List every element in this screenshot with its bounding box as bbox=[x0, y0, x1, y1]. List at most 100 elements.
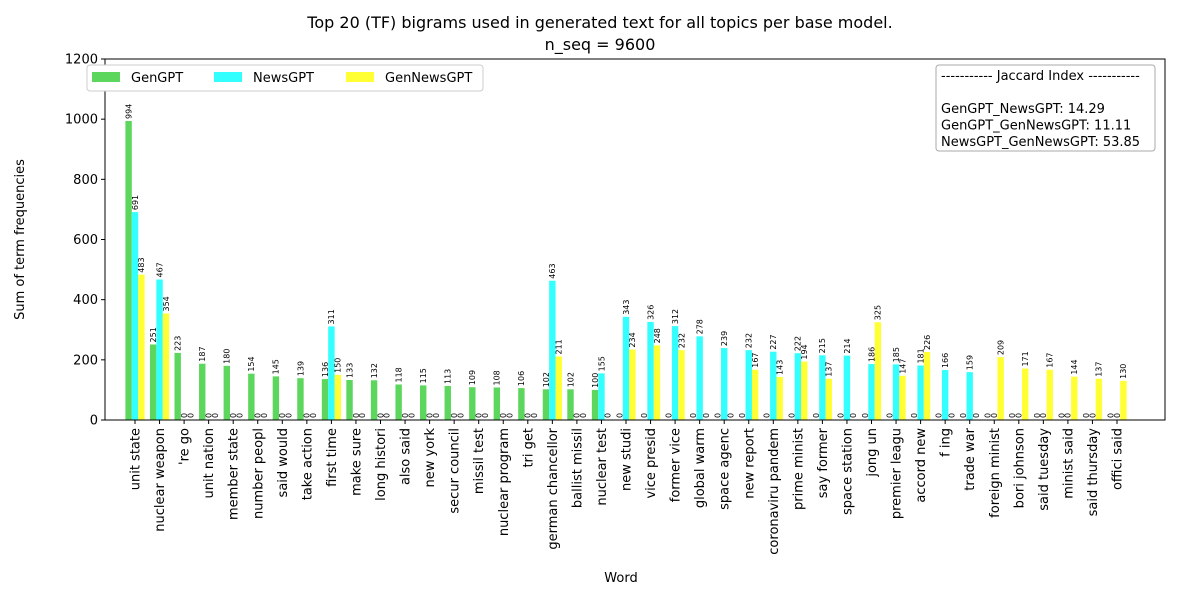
bar-value-label: 222 bbox=[794, 336, 803, 351]
x-tick-label: global warm bbox=[693, 428, 708, 508]
bar-value-label: 0 bbox=[1064, 413, 1073, 418]
bar-gengpt bbox=[174, 352, 181, 420]
bar-value-label: 0 bbox=[505, 413, 514, 418]
bar-gengpt bbox=[542, 389, 550, 420]
bar-gennewsgpt bbox=[1120, 380, 1127, 420]
bar-value-label: 133 bbox=[345, 363, 354, 378]
bar-newsgpt bbox=[843, 355, 851, 420]
x-tick-label: offici said bbox=[1111, 428, 1126, 490]
bar-value-label: 136 bbox=[321, 362, 330, 377]
x-tick-label: space station bbox=[840, 428, 855, 515]
x-tick-label: trade war bbox=[963, 427, 978, 490]
x-tick-label: german chancellor bbox=[546, 427, 561, 549]
bar-value-label: 0 bbox=[229, 413, 238, 418]
legend-swatch bbox=[214, 72, 242, 82]
bar-value-label: 187 bbox=[198, 346, 207, 361]
bar-gengpt bbox=[567, 389, 574, 420]
bar-value-label: 0 bbox=[812, 413, 821, 418]
bar-value-label: 0 bbox=[285, 413, 294, 418]
x-tick-label: new york bbox=[423, 428, 438, 488]
bar-newsgpt bbox=[598, 373, 605, 420]
bar-newsgpt bbox=[131, 212, 139, 420]
bar-newsgpt bbox=[622, 316, 630, 420]
bar-gennewsgpt bbox=[1022, 368, 1029, 420]
x-tick-label: said would bbox=[276, 428, 291, 497]
bar-value-label: 0 bbox=[235, 413, 244, 418]
bar-value-label: 154 bbox=[247, 356, 256, 371]
bar-value-label: 115 bbox=[419, 368, 428, 383]
bar-value-label: 343 bbox=[622, 300, 631, 315]
bar-value-label: 0 bbox=[358, 413, 367, 418]
bar-value-label: 325 bbox=[874, 305, 883, 320]
bar-value-label: 0 bbox=[640, 413, 649, 418]
x-tick-label: space agenc bbox=[718, 428, 733, 510]
bar-gengpt bbox=[395, 384, 402, 420]
bar-value-label: 0 bbox=[456, 413, 465, 418]
bar-value-label: 0 bbox=[959, 413, 968, 418]
bar-value-label: 185 bbox=[892, 347, 901, 362]
bar-value-label: 0 bbox=[714, 413, 723, 418]
bar-value-label: 0 bbox=[407, 413, 416, 418]
y-tick-label: 1200 bbox=[65, 53, 98, 68]
bar-gennewsgpt bbox=[1095, 378, 1103, 420]
bar-newsgpt bbox=[770, 351, 777, 420]
bar-value-label: 144 bbox=[1070, 359, 1079, 374]
bar-gennewsgpt bbox=[653, 345, 661, 420]
bar-gengpt bbox=[149, 344, 157, 420]
bar-newsgpt bbox=[941, 370, 949, 420]
bar-value-label: 0 bbox=[309, 413, 318, 418]
x-axis: unit state nuclear weapon 're go unit natio… bbox=[129, 420, 1126, 555]
bar-value-label: 0 bbox=[499, 413, 508, 418]
bar-value-label: 0 bbox=[1033, 413, 1042, 418]
bar-newsgpt bbox=[721, 348, 728, 420]
bar-value-label: 0 bbox=[1057, 413, 1066, 418]
bar-value-label: 0 bbox=[615, 413, 624, 418]
bar-value-label: 223 bbox=[174, 336, 183, 351]
bar-value-label: 0 bbox=[432, 413, 441, 418]
bar-value-label: 0 bbox=[260, 413, 269, 418]
bar-value-label: 0 bbox=[910, 413, 919, 418]
x-tick-label: nuclear weapon bbox=[153, 428, 168, 532]
x-tick-label: member state bbox=[227, 428, 242, 520]
bar-value-label: 0 bbox=[787, 413, 796, 418]
y-tick-label: 800 bbox=[73, 173, 98, 188]
x-tick-label: premier leagu bbox=[890, 428, 905, 519]
x-tick-label: former vice bbox=[669, 428, 684, 502]
y-tick-label: 200 bbox=[73, 353, 98, 368]
legend-label: GenNewsGPT bbox=[385, 71, 472, 86]
bar-value-label: 0 bbox=[352, 413, 361, 418]
bar-value-label: 483 bbox=[137, 257, 146, 272]
bar-newsgpt bbox=[549, 280, 556, 420]
bar-value-label: 248 bbox=[653, 328, 662, 343]
x-tick-label: jong un bbox=[865, 428, 880, 478]
bar-value-label: 102 bbox=[566, 372, 575, 387]
x-tick-label: 're go bbox=[178, 428, 193, 465]
bar-newsgpt bbox=[156, 279, 163, 420]
bar-value-label: 0 bbox=[1088, 413, 1097, 418]
legend-frame bbox=[86, 64, 484, 92]
bar-value-label: 994 bbox=[124, 104, 133, 119]
bar-value-label: 100 bbox=[591, 373, 600, 388]
bar-gennewsgpt bbox=[801, 361, 808, 420]
bar-value-label: 0 bbox=[726, 413, 735, 418]
bar-value-label: 0 bbox=[702, 413, 711, 418]
x-tick-label: unit nation bbox=[202, 428, 217, 498]
bar-value-label: 0 bbox=[1082, 413, 1091, 418]
bar-value-label: 214 bbox=[843, 338, 852, 353]
bar-value-label: 312 bbox=[671, 309, 680, 324]
x-tick-label: vice presid bbox=[644, 428, 659, 499]
bar-value-label: 0 bbox=[401, 413, 410, 418]
bar-value-label: 137 bbox=[825, 362, 834, 377]
bar-value-label: 147 bbox=[898, 358, 907, 373]
jaccard-frame bbox=[935, 64, 1156, 152]
bar-value-label: 0 bbox=[211, 413, 220, 418]
bar-gengpt bbox=[420, 385, 427, 420]
bar-newsgpt bbox=[917, 365, 924, 420]
bar-value-label: 227 bbox=[769, 334, 778, 349]
bar-value-label: 251 bbox=[149, 327, 158, 342]
x-tick-label: make sure bbox=[349, 428, 364, 496]
bar-value-label: 0 bbox=[524, 413, 533, 418]
legend: GenGPT NewsGPT GenNewsGPT bbox=[86, 64, 484, 92]
x-tick-label: say former bbox=[816, 427, 831, 498]
